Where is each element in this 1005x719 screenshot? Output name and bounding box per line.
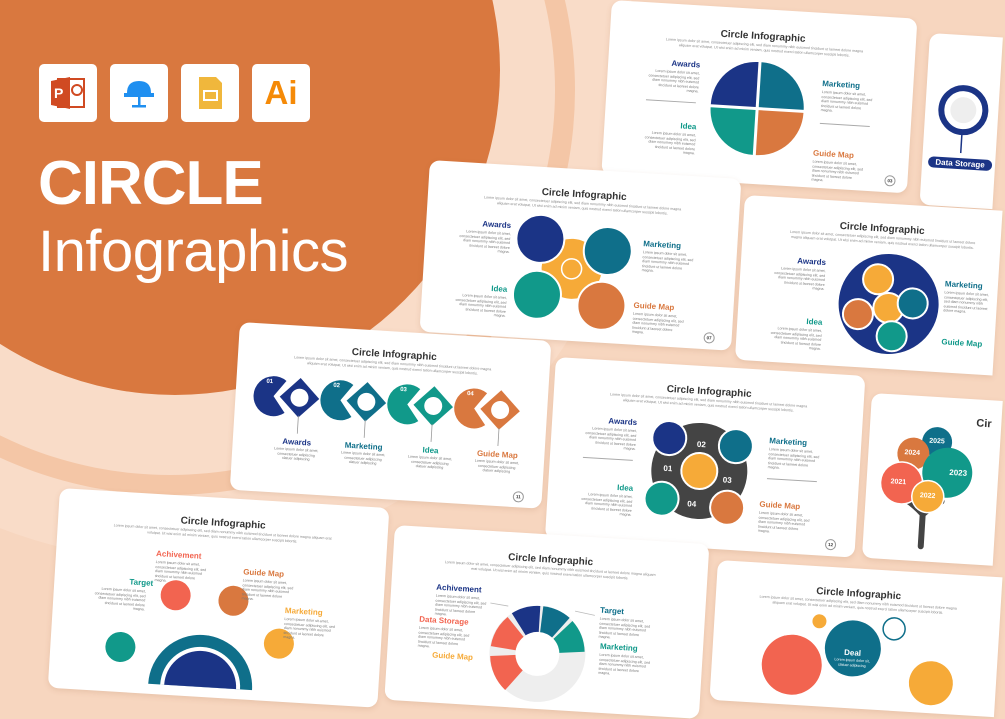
pie-quadrants: [710, 62, 804, 156]
lorem-text: Lorem ipsum dolor sit amet, consectetuer…: [459, 229, 511, 255]
lorem-text: Lorem ipsum dolor sit amet, consectetuer…: [644, 130, 697, 156]
circle-cluster: [511, 213, 633, 331]
slide-data-storage[interactable]: Data Storage: [919, 33, 1003, 210]
lorem-text: Lorem ipsum dolor sit amet, consectetuer…: [598, 616, 651, 640]
numbered-ring: [643, 420, 754, 526]
lorem-text: Lorem ipsum dolor sit amet, consectetuer…: [631, 311, 684, 335]
lorem-text: Lorem ipsum dolor sit amet, consectetuer…: [598, 652, 651, 676]
ai-glyph: Ai: [264, 74, 298, 111]
lorem-text: Lorem ipsum dolor sit amet, consectetuer…: [154, 559, 207, 584]
lorem-text: Lorem ipsum dolor sit amet, consectetuer…: [417, 625, 470, 649]
step-number: 02: [333, 382, 341, 390]
segment-number: 01: [663, 463, 673, 474]
slide-tree[interactable]: Cir 2021 2022 2023 2024 2025: [861, 393, 1003, 566]
lorem-text: Lorem ipsum dolor sit amet, consectetuer…: [581, 492, 633, 518]
lorem-text: Lorem ipsum dolor sit amet, consectetuer…: [585, 426, 637, 452]
google-slides-icon: [181, 64, 239, 122]
slide-03[interactable]: Circle Infographic Lorem ipsum dolor sit…: [601, 0, 918, 194]
step-number: 04: [466, 390, 474, 398]
lorem-text: Lorem ipsum dolor sit amet, consectetuer…: [648, 68, 700, 94]
keynote-icon: [110, 64, 168, 122]
slide-swirl[interactable]: Circle Infographic Lorem ipsum dolor sit…: [734, 195, 1003, 376]
year-tree: [879, 427, 973, 550]
lorem-text: Lorem ipsum dolor sit amet, consectetuer…: [340, 450, 386, 466]
lorem-text: Lorem ipsum dolor sit amet, consectetuer…: [474, 458, 520, 474]
step-shapes: [253, 376, 520, 447]
segment-number: 02: [696, 439, 707, 450]
lorem-text: Lorem ipsum dolor sit amet, consectetuer…: [943, 290, 989, 315]
lorem-text: Lorem ipsum dolor sit amet, consectetuer…: [770, 326, 822, 352]
slide-wheel[interactable]: Circle Infographic Lorem ipsum dolor sit…: [384, 525, 710, 719]
bubble-diagram: [761, 614, 953, 706]
step-number: 03: [399, 386, 408, 394]
slide-bubbles[interactable]: Circle Infographic Lorem ipsum dolor sit…: [709, 560, 1003, 718]
year-2024: 2024: [904, 449, 921, 458]
lorem-text: Lorem ipsum dolor sit amet, consectetuer…: [94, 586, 146, 612]
lorem-text: Lorem ipsum dolor sit amet, consectetuer…: [455, 293, 507, 319]
lorem-text: Lorem ipsum dolor sit amet, consectetuer…: [241, 578, 294, 602]
lorem-text: Lorem ipsum dolor sit amet, consectetuer…: [811, 159, 864, 183]
year-2022: 2022: [919, 492, 936, 501]
segment-number: 04: [687, 499, 697, 509]
powerpoint-icon: P: [39, 64, 97, 122]
label-target: Target: [599, 605, 625, 617]
illustrator-icon: Ai: [252, 64, 310, 122]
year-2021: 2021: [890, 478, 907, 487]
slide-07[interactable]: Circle Infographic Lorem ipsum dolor sit…: [419, 160, 742, 351]
app-icons: P Ai: [39, 64, 310, 122]
label-target: Target: [129, 577, 154, 588]
lorem-text: Lorem ipsum dolor sit amet, consectetuer…: [274, 446, 319, 462]
slide-12[interactable]: Circle Infographic Lorem ipsum dolor sit…: [544, 357, 866, 558]
segment-number: 03: [722, 475, 732, 485]
slide-semicircle[interactable]: Circle Infographic Lorem ipsum dolor sit…: [47, 488, 390, 708]
slide-11[interactable]: Circle Infographic Lorem ipsum dolor sit…: [229, 322, 552, 509]
year-2023: 2023: [949, 467, 968, 478]
step-number: 01: [266, 378, 274, 386]
lorem-text: Lorem ipsum dolor sit amet, consectetuer…: [774, 266, 826, 292]
lorem-text: Lorem ipsum dolor sit amet, consectetuer…: [767, 447, 820, 471]
swirl-circle: [838, 253, 939, 354]
svg-text:P: P: [54, 85, 63, 101]
lorem-text: Lorem ipsum dolor sit amet, consectetuer…: [283, 616, 336, 641]
lorem-text: Lorem ipsum dolor sit amet, consectetuer…: [757, 510, 810, 534]
lorem-text: Lorem ipsum dolor sit amet, consectetuer…: [820, 89, 873, 114]
year-2025: 2025: [928, 437, 945, 446]
hero-title: CIRCLE: [38, 149, 264, 218]
lorem-text: Lorem ipsum dolor sit amet, consectetuer…: [641, 250, 694, 274]
lorem-text: Lorem ipsum dolor sit amet, consectetuer…: [407, 454, 453, 470]
hero-subtitle: Infographics: [38, 219, 348, 284]
database-pin-icon: [928, 85, 993, 171]
